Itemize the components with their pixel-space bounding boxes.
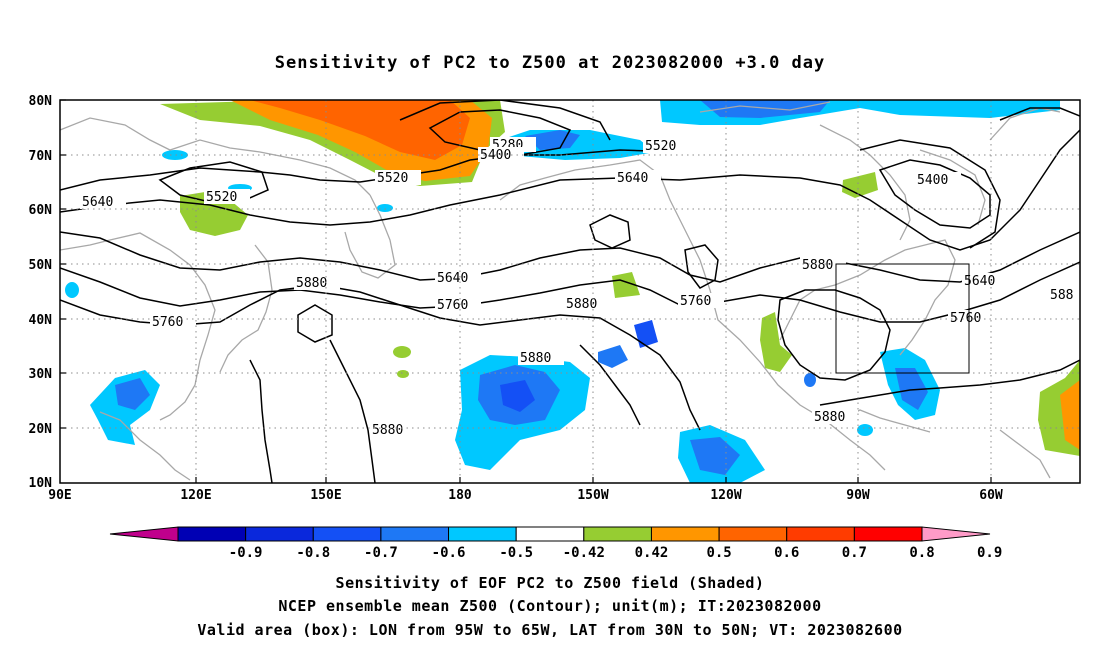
lat-label-40n: 40N <box>29 313 53 328</box>
colorbar-label: -0.5 <box>499 545 533 561</box>
colorbar-box <box>177 526 247 542</box>
shade-green-baja <box>760 312 792 372</box>
chart-title: Sensitivity of PC2 to Z500 at 2023082000… <box>275 53 826 73</box>
lat-label-70n: 70N <box>29 149 53 164</box>
contour-label: 5640 <box>617 171 648 186</box>
lon-label-150w: 150W <box>577 488 608 503</box>
shade-blue-east-pacific-core <box>690 437 740 475</box>
colorbar: -0.9 -0.8 -0.7 -0.6 -0.5 -0.42 0.42 0.5 0.6 0.7 0.… <box>109 526 1002 561</box>
footer-line-2: NCEP ensemble mean Z500 (Contour); unit(… <box>278 597 821 615</box>
lon-label-90e: 90E <box>48 488 71 503</box>
shaded-regions <box>65 100 1080 483</box>
contour-label: 5400 <box>917 173 948 188</box>
colorbar-box <box>786 526 855 542</box>
contour-label: 5760 <box>950 311 981 326</box>
valid-area-box <box>835 263 970 374</box>
contour-label: 5760 <box>437 298 468 313</box>
lat-labels: 80N 70N 60N 50N 40N 30N 20N 10N <box>29 94 53 491</box>
shade-blue-central-pacific-dark <box>500 380 535 412</box>
shade-green-alaska <box>612 272 640 298</box>
contour-label: 5880 <box>802 258 833 273</box>
colorbar-label: 0.9 <box>977 545 1002 561</box>
colorbar-box <box>245 526 314 542</box>
colorbar-box <box>853 526 923 542</box>
colorbar-label: 0.42 <box>635 545 669 561</box>
shade-darkorange-north-pacific <box>250 100 470 160</box>
lon-label-90w: 90W <box>846 488 870 503</box>
shade-blue-small-3 <box>377 204 393 212</box>
contour-label: 5640 <box>964 274 995 289</box>
colorbar-label: 0.8 <box>909 545 934 561</box>
lon-labels: 90E 120E 150E 180 150W 120W 90W 60W <box>48 488 1003 503</box>
lat-label-50n: 50N <box>29 258 53 273</box>
colorbar-box <box>380 526 450 542</box>
lat-label-60n: 60N <box>29 203 53 218</box>
colorbar-label: 0.7 <box>842 545 867 561</box>
shade-blue-small-carib <box>857 424 873 436</box>
lat-label-20n: 20N <box>29 422 53 437</box>
lat-label-10n: 10N <box>29 476 53 491</box>
lon-label-180: 180 <box>448 488 472 503</box>
contour-label: 5880 <box>814 410 845 425</box>
colorbar-label: -0.9 <box>229 545 263 561</box>
shade-blue-bering-core <box>525 130 580 150</box>
lat-label-80n: 80N <box>29 94 53 109</box>
shade-blue-small-1 <box>162 150 188 160</box>
gridlines <box>60 100 1080 483</box>
coastlines <box>60 101 1061 481</box>
shade-blue-atlantic-core <box>895 368 928 410</box>
colorbar-label: -0.6 <box>432 545 466 561</box>
colorbar-extend-high <box>921 526 991 542</box>
colorbar-box <box>312 526 382 542</box>
contour-label: 5880 <box>296 276 327 291</box>
colorbar-label: 0.6 <box>774 545 799 561</box>
shade-green-hudson <box>842 172 878 198</box>
shade-blue-small-gulf <box>804 373 816 387</box>
colorbar-box <box>718 526 788 542</box>
colorbar-box <box>583 526 652 542</box>
footer-line-3: Valid area (box): LON from 95W to 65W, L… <box>197 621 902 639</box>
contour-label: 5520 <box>645 139 676 154</box>
colorbar-label: 0.5 <box>706 545 731 561</box>
lon-label-150e: 150E <box>310 488 341 503</box>
contour-label: 5640 <box>82 195 113 210</box>
shade-blue-small-4 <box>65 282 79 298</box>
contour-label: 5880 <box>520 351 551 366</box>
lon-label-120e: 120E <box>180 488 211 503</box>
colorbar-label: -0.42 <box>563 545 605 561</box>
map-frame <box>59 99 1081 484</box>
shade-blue-arctic-core <box>700 100 830 118</box>
contour-label: 5520 <box>377 171 408 186</box>
contour-label: 5760 <box>680 294 711 309</box>
lon-label-60w: 60W <box>979 488 1003 503</box>
shade-blue-west-asia-core <box>115 378 150 410</box>
lat-label-30n: 30N <box>29 367 53 382</box>
contour-labels: 5280 5400 5520 5520 5520 5400 5640 5640 … <box>80 137 1080 438</box>
contour-label: 5880 <box>566 297 597 312</box>
lon-label-120w: 120W <box>710 488 741 503</box>
colorbar-extend-low <box>109 526 179 542</box>
shade-orange-east-edge <box>1060 380 1080 450</box>
contour-label: 5760 <box>152 315 183 330</box>
shade-green-small-2 <box>397 370 409 378</box>
contour-label: 5880 <box>372 423 403 438</box>
map-area: 5280 5400 5520 5520 5520 5400 5640 5640 … <box>60 100 1080 483</box>
colorbar-box <box>650 526 720 542</box>
shade-green-small-1 <box>393 346 411 358</box>
ticks <box>60 99 992 483</box>
footer-line-1: Sensitivity of EOF PC2 to Z500 field (Sh… <box>336 574 765 592</box>
contour-label: 588 <box>1050 288 1073 303</box>
colorbar-box <box>448 526 517 542</box>
shade-blue-hawaii <box>598 345 628 368</box>
colorbar-label: -0.8 <box>296 545 330 561</box>
contour-label: 5640 <box>437 271 468 286</box>
colorbar-label: -0.7 <box>364 545 398 561</box>
contour-label: 5520 <box>206 190 237 205</box>
colorbar-box <box>515 526 585 542</box>
